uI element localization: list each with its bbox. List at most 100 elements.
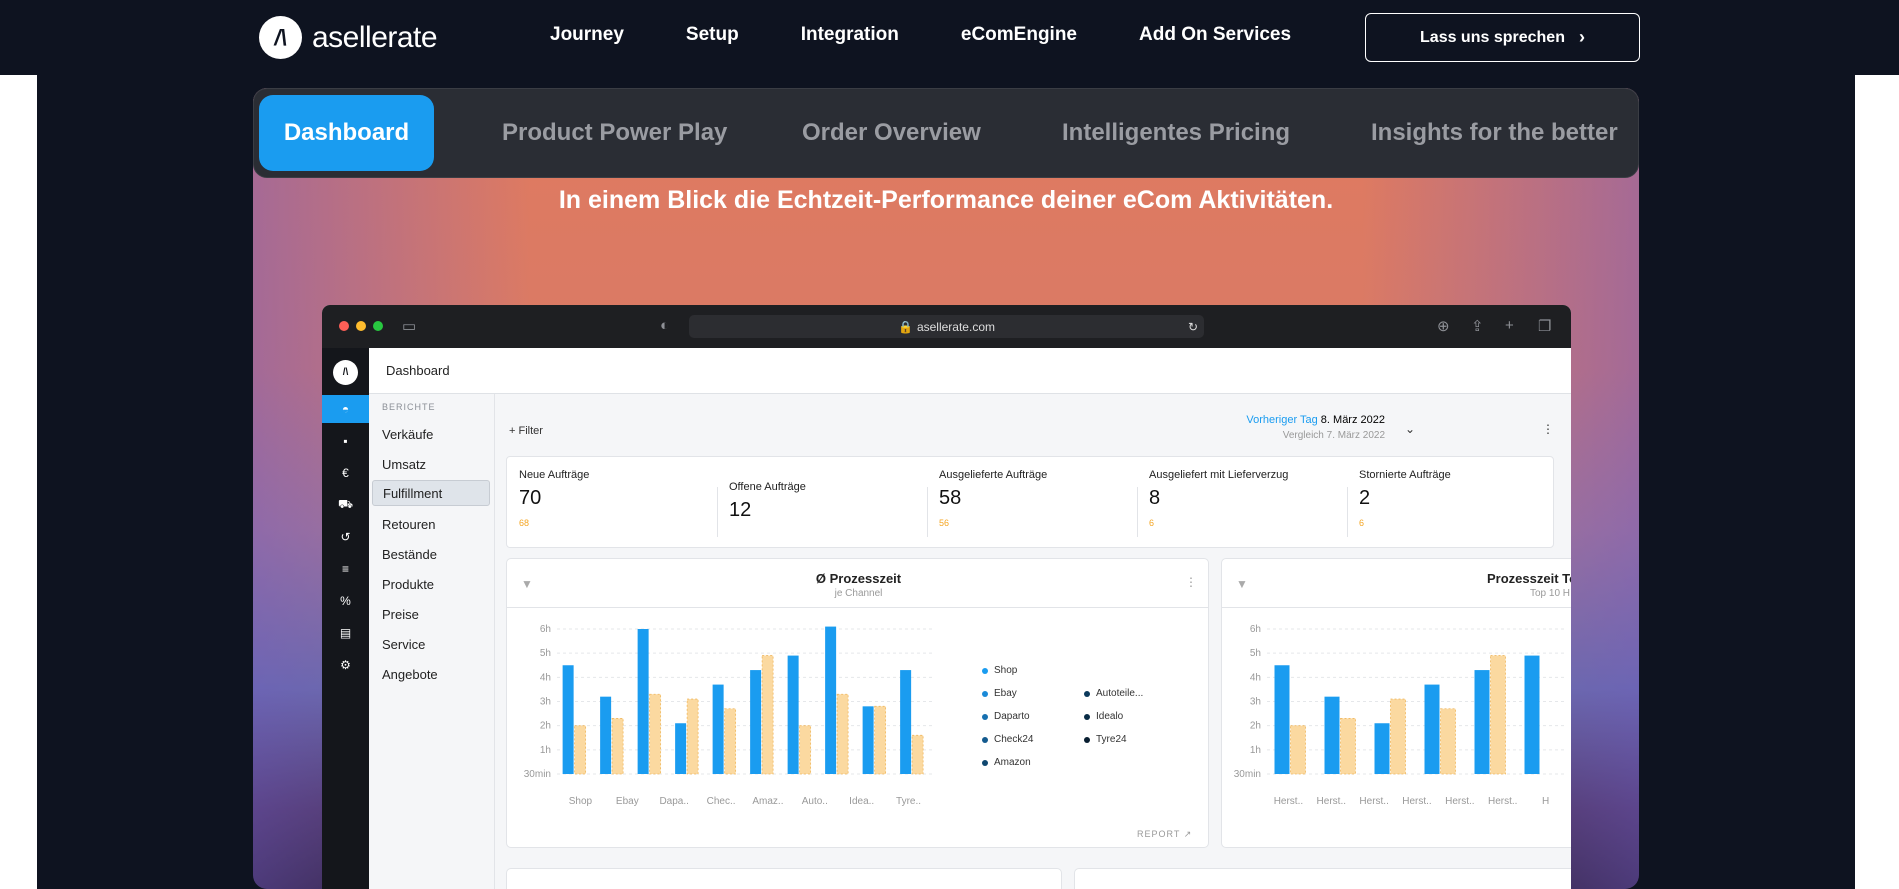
bar — [1274, 665, 1290, 774]
y-tick-label: 6h — [540, 624, 551, 635]
bar — [686, 698, 699, 775]
share-icon: ⇪ — [1471, 318, 1484, 335]
chart-card — [506, 868, 1062, 889]
nav-link-add-on-services[interactable]: Add On Services — [1139, 24, 1292, 45]
kpi-card: Stornierte Aufträge 2 6 — [1347, 457, 1555, 549]
kpi-strip: Neue Aufträge 70 68 Offene Aufträge 12 A… — [506, 456, 1554, 548]
submenu-item-produkte[interactable]: Produkte — [382, 576, 435, 592]
x-tick-label: Herst.. — [1274, 796, 1303, 807]
return-icon[interactable]: ↺ — [340, 530, 351, 544]
bar — [750, 670, 762, 774]
nav-link-integration[interactable]: Integration — [800, 24, 899, 45]
submenu-item-verkaeufe[interactable]: Verkäufe — [382, 426, 434, 442]
dashboard-content: + Filter Vorheriger Tag 8. März 2022 Ver… — [495, 394, 1571, 889]
sidebar-toggle-icon: ▭ — [402, 318, 417, 335]
new-tab-icon: + — [1505, 317, 1514, 334]
filter-button[interactable]: + Filter — [509, 425, 543, 437]
settings-icon[interactable]: ⚙ — [340, 658, 351, 672]
chart-subtitle: Top 10 H — [1530, 588, 1571, 599]
kpi-value: 2 — [1359, 487, 1371, 509]
y-tick-label: 30min — [524, 769, 551, 780]
divider — [1347, 487, 1348, 537]
shield-icon: ◐ — [660, 317, 670, 334]
y-tick-label: 3h — [1250, 697, 1261, 708]
nav-link-journey[interactable]: Journey — [550, 24, 624, 45]
bar — [825, 626, 837, 774]
tab-product-power-play[interactable]: Product Power Play — [502, 119, 728, 146]
kpi-compare: 6 — [1149, 518, 1155, 528]
bar — [649, 693, 662, 775]
divider — [1137, 487, 1138, 537]
cart-icon[interactable]: ⛟ — [337, 497, 354, 511]
report-link[interactable]: REPORT ↗ — [1137, 829, 1193, 839]
submenu-item-retouren[interactable]: Retouren — [382, 516, 436, 532]
x-tick-label: Shop — [569, 796, 593, 807]
minimize-dot-icon — [356, 321, 366, 331]
chart-icon[interactable]: ▤ — [339, 626, 352, 640]
divider — [927, 487, 928, 537]
more-options-icon[interactable]: ⋮ — [1185, 575, 1197, 589]
box-icon[interactable]: ▪ — [343, 434, 348, 448]
previous-day-link[interactable]: Vorheriger Tag — [1246, 414, 1318, 426]
bar — [675, 723, 687, 774]
x-tick-label: Herst.. — [1445, 796, 1474, 807]
address-bar: 🔒 asellerate.com ↻ — [689, 315, 1204, 338]
kpi-card: Neue Aufträge 70 68 — [507, 457, 717, 549]
submenu-item-umsatz[interactable]: Umsatz — [382, 456, 427, 472]
tab-dashboard[interactable]: Dashboard — [259, 95, 434, 171]
download-icon: ⊕ — [1437, 318, 1450, 335]
kpi-label: Neue Aufträge — [519, 469, 590, 481]
bar — [799, 725, 812, 775]
submenu-item-preise[interactable]: Preise — [382, 606, 419, 622]
submenu-item-bestaende[interactable]: Bestände — [382, 546, 437, 562]
dashboard-icon[interactable]: ◓ — [322, 395, 369, 423]
current-date: 8. März 2022 — [1320, 414, 1385, 426]
close-dot-icon — [339, 321, 349, 331]
contact-cta-button[interactable]: Lass uns sprechen › — [1365, 13, 1640, 62]
submenu-item-service[interactable]: Service — [382, 636, 426, 652]
bar — [1424, 684, 1440, 774]
kpi-compare: 6 — [1359, 518, 1365, 528]
tab-intelligentes-pricing[interactable]: Intelligentes Pricing — [1062, 119, 1291, 146]
reload-icon: ↻ — [1187, 319, 1198, 334]
x-tick-label: Ebay — [616, 796, 639, 807]
brand-logo[interactable]: /\ asellerate — [259, 16, 438, 59]
legend-item: Amazon — [982, 757, 1031, 768]
database-icon[interactable]: ≡ — [341, 562, 349, 576]
bar — [1490, 655, 1506, 775]
x-tick-label: Dapa.. — [659, 796, 688, 807]
x-tick-label: Chec.. — [707, 796, 736, 807]
x-tick-label: Herst.. — [1488, 796, 1517, 807]
bar — [1474, 670, 1490, 774]
bar — [1440, 708, 1456, 775]
legend-item: Check24 — [982, 734, 1033, 745]
bar — [1374, 723, 1390, 774]
top-navigation: /\ asellerate Journey Setup Integration … — [0, 0, 1899, 75]
submenu-item-angebote[interactable]: Angebote — [382, 666, 438, 682]
chevron-right-icon: › — [1578, 27, 1585, 47]
bar — [600, 696, 612, 774]
tab-insights[interactable]: Insights for the better — [1371, 119, 1618, 146]
filter-icon[interactable]: ▼ — [521, 577, 533, 591]
more-options-icon[interactable]: ⋮ — [1542, 422, 1554, 436]
x-tick-label: Tyre.. — [896, 796, 921, 807]
date-selector[interactable]: Vorheriger Tag 8. März 2022 Vergleich 7.… — [1195, 412, 1385, 444]
tab-order-overview[interactable]: Order Overview — [802, 119, 981, 146]
bar — [1324, 696, 1340, 774]
x-tick-label: H — [1542, 796, 1549, 807]
kpi-compare: 56 — [939, 518, 950, 528]
logo-icon: /\ — [259, 16, 302, 59]
reports-submenu: BERICHTE Verkäufe Umsatz Fulfillment Ret… — [369, 394, 495, 889]
y-tick-label: 30min — [1234, 769, 1261, 780]
nav-link-ecomengine[interactable]: eComEngine — [960, 24, 1077, 45]
kpi-label: Stornierte Aufträge — [1359, 469, 1451, 481]
filter-icon[interactable]: ▼ — [1236, 577, 1248, 591]
submenu-item-fulfillment[interactable]: Fulfillment — [372, 480, 490, 506]
nav-link-setup[interactable]: Setup — [685, 24, 739, 45]
percent-icon[interactable]: % — [340, 594, 351, 608]
kpi-value: 70 — [519, 487, 542, 509]
euro-icon[interactable]: € — [342, 466, 349, 480]
x-tick-label: Herst.. — [1402, 796, 1431, 807]
app-sidebar: /\ ◓ ▪ € ⛟ ↺ ≡ % ▤ ⚙ — [322, 348, 369, 889]
chevron-down-icon[interactable]: ⌄ — [1405, 422, 1416, 436]
